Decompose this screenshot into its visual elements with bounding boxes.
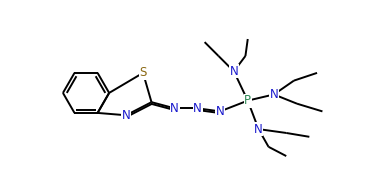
Text: S: S <box>139 66 147 79</box>
Text: P: P <box>244 94 251 107</box>
Text: N: N <box>122 109 131 122</box>
Text: N: N <box>254 123 263 136</box>
Text: N: N <box>170 102 179 115</box>
Text: N: N <box>270 88 278 101</box>
Text: N: N <box>193 102 202 115</box>
Text: N: N <box>229 65 238 78</box>
Text: N: N <box>216 105 224 118</box>
